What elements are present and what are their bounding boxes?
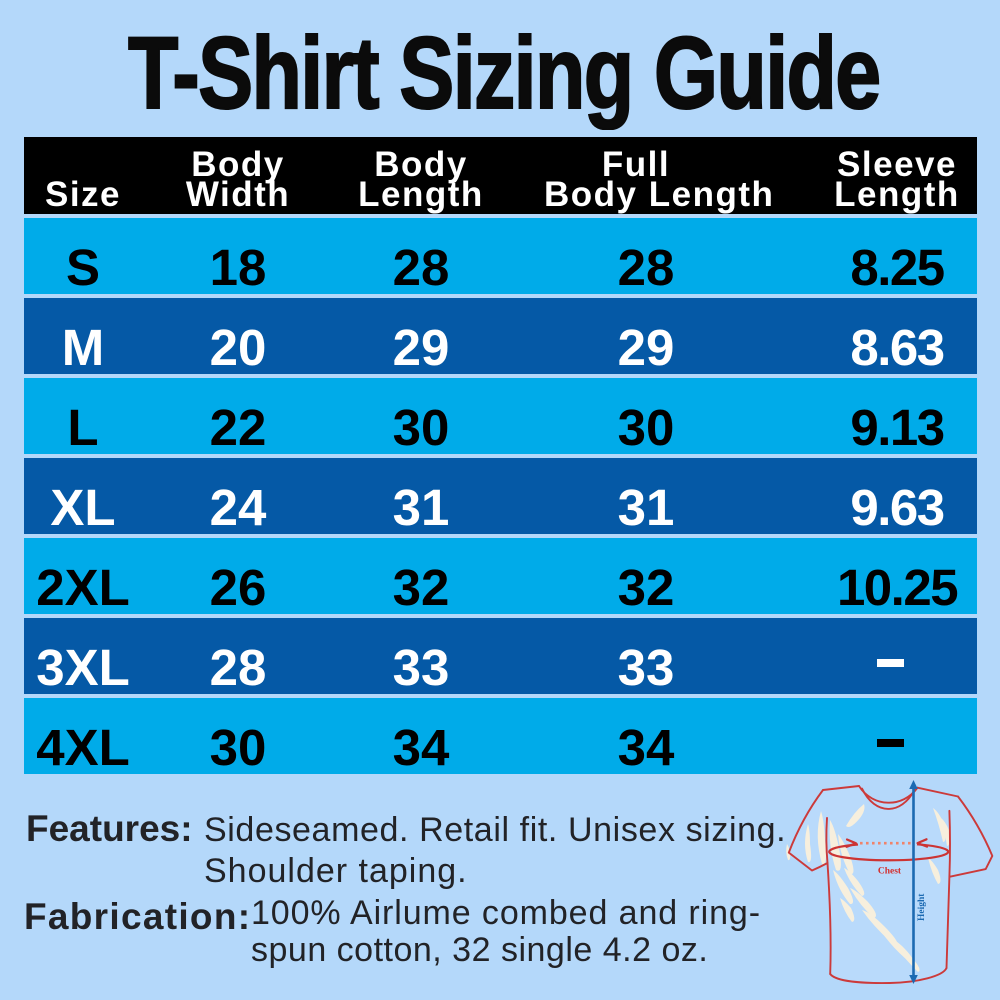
svg-text:Chest: Chest <box>878 867 902 877</box>
svg-text:Height: Height <box>917 893 927 921</box>
